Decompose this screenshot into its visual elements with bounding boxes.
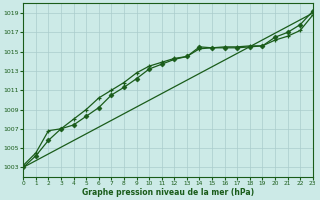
X-axis label: Graphe pression niveau de la mer (hPa): Graphe pression niveau de la mer (hPa)	[82, 188, 254, 197]
